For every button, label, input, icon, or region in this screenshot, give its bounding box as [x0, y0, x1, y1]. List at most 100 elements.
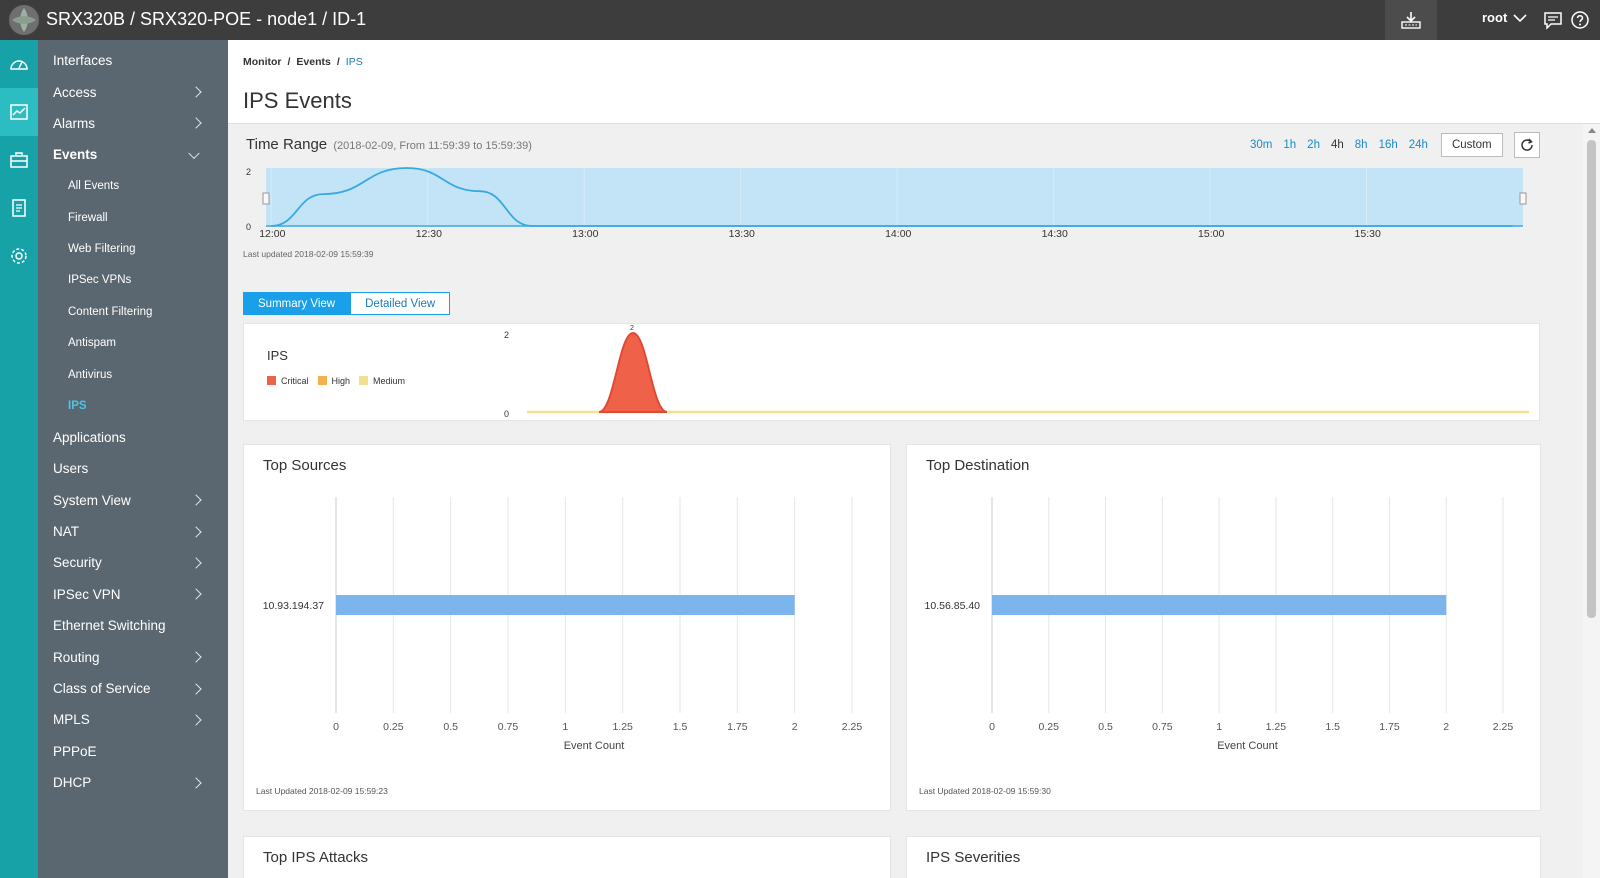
x-tick-label: 0.25: [1039, 721, 1060, 733]
x-tick-label: 0.5: [1098, 721, 1113, 733]
sidebar-item-events[interactable]: Events: [38, 139, 228, 170]
top-sources-card: Top Sources 0 0.25 0.5 0.75 1 1.25 1.5 1.75 2 2.2…: [243, 444, 891, 811]
sidebar-item-label: Alarms: [53, 115, 96, 131]
sidebar-item-label: Antivirus: [68, 368, 113, 381]
breadcrumb: Monitor / Events / IPS: [243, 56, 363, 68]
sidebar-subitem-antivirus[interactable]: Antivirus: [38, 359, 228, 390]
sidebar-item-routing[interactable]: Routing: [38, 641, 228, 672]
x-tick-label: 12:00: [259, 228, 285, 240]
summary-view-button[interactable]: Summary View: [243, 292, 351, 315]
legend-critical[interactable]: Critical: [267, 376, 309, 386]
rail-dashboard[interactable]: [0, 40, 38, 88]
view-toggle: Summary View Detailed View: [243, 292, 451, 315]
x-tick-label: 1.75: [1379, 721, 1400, 733]
refresh-icon: [1520, 138, 1533, 151]
sidebar-item-class-of-service[interactable]: Class of Service: [38, 673, 228, 704]
sidebar-item-security[interactable]: Security: [38, 547, 228, 578]
main-content: Monitor / Events / IPS IPS Events Time R…: [228, 40, 1600, 878]
page-title: IPS Events: [243, 88, 352, 113]
sidebar-item-label: Class of Service: [53, 681, 151, 696]
range-30m[interactable]: 30m: [1250, 139, 1273, 151]
main-scrollbar[interactable]: [1583, 124, 1600, 878]
sidebar-item-label: Antispam: [68, 337, 116, 350]
chevron-right-icon: [190, 494, 202, 506]
sidebar-subitem-antispam[interactable]: Antispam: [38, 328, 228, 359]
range-16h[interactable]: 16h: [1378, 139, 1398, 151]
rail-settings[interactable]: [0, 232, 38, 280]
range-4h[interactable]: 4h: [1330, 139, 1344, 151]
custom-range-button[interactable]: Custom: [1440, 133, 1503, 157]
sidebar-item-pppoe[interactable]: PPPoE: [38, 736, 228, 767]
sidebar-item-mpls[interactable]: MPLS: [38, 704, 228, 735]
top-sources-chart: 0 0.25 0.5 0.75 1 1.25 1.5 1.75 2 2.25 10.93.194.3…: [263, 497, 863, 752]
x-tick-label: 12:30: [416, 228, 442, 240]
download-icon: [1401, 12, 1421, 29]
rail-monitor[interactable]: [0, 88, 38, 136]
x-tick-label: 2: [1443, 721, 1449, 733]
sidebar-item-nat[interactable]: NAT: [38, 516, 228, 547]
sidebar-subitem-content-filtering[interactable]: Content Filtering: [38, 296, 228, 327]
legend-label: Medium: [373, 376, 406, 386]
dashboard-icon: [10, 60, 28, 70]
sidebar-item-label: NAT: [53, 524, 79, 540]
scroll-thumb[interactable]: [1587, 140, 1596, 618]
sidebar-item-applications[interactable]: Applications: [38, 422, 228, 453]
x-tick-label: 2: [792, 721, 798, 733]
sidebar-subitem-firewall[interactable]: Firewall: [38, 202, 228, 233]
legend-high[interactable]: High: [317, 376, 350, 386]
user-menu[interactable]: root: [1482, 10, 1527, 25]
x-tick-label: 1.25: [612, 721, 633, 733]
sidebar-item-interfaces[interactable]: Interfaces: [38, 45, 228, 76]
rail-reports[interactable]: [0, 184, 38, 232]
rail-configure[interactable]: [0, 136, 38, 184]
sidebar-item-system-view[interactable]: System View: [38, 484, 228, 515]
detailed-view-button[interactable]: Detailed View: [350, 292, 451, 315]
sidebar-item-label: Content Filtering: [68, 305, 153, 318]
sidebar-item-ethernet-switching[interactable]: Ethernet Switching: [38, 610, 228, 641]
sidebar-subitem-all-events[interactable]: All Events: [38, 171, 228, 202]
sidebar-item-label: Firewall: [68, 211, 108, 224]
sidebar-item-dhcp[interactable]: DHCP: [38, 767, 228, 798]
sidebar-subitem-web-filtering[interactable]: Web Filtering: [38, 233, 228, 264]
sidebar-item-label: PPPoE: [53, 743, 97, 759]
x-tick-label: 13:00: [572, 228, 598, 240]
x-tick-label: 1.5: [673, 721, 688, 733]
sidebar-item-label: IPSec VPNs: [68, 274, 132, 287]
user-name: root: [1482, 10, 1508, 25]
sidebar-subitem-ips[interactable]: IPS: [38, 390, 228, 421]
x-tick-label: 2.25: [842, 721, 863, 733]
x-tick-label: 1: [562, 721, 568, 733]
configure-icon: [10, 152, 28, 168]
legend-medium[interactable]: Medium: [359, 376, 405, 386]
x-tick-label: 14:30: [1042, 228, 1068, 240]
chevron-right-icon: [190, 651, 202, 663]
sidebar-item-label: Users: [53, 461, 89, 477]
time-range-options: 30m 1h 2h 4h 8h 16h 24h Custom: [1250, 132, 1540, 158]
reports-icon: [12, 199, 26, 217]
range-8h[interactable]: 8h: [1354, 139, 1368, 151]
download-button[interactable]: [1385, 0, 1437, 40]
messages-button[interactable]: [1541, 8, 1565, 32]
critical-series-peak: [598, 331, 668, 413]
ips-severities-title: IPS Severities: [926, 849, 1021, 866]
breadcrumb-monitor[interactable]: Monitor: [243, 56, 282, 68]
help-button[interactable]: [1568, 8, 1592, 32]
scroll-up-icon[interactable]: [1588, 128, 1596, 133]
sidebar-item-ipsec-vpn[interactable]: IPSec VPN: [38, 579, 228, 610]
sidebar-item-users[interactable]: Users: [38, 453, 228, 484]
top-destination-title: Top Destination: [926, 457, 1030, 474]
sidebar-subitem-ipsec-vpns[interactable]: IPSec VPNs: [38, 265, 228, 296]
range-1h[interactable]: 1h: [1283, 139, 1297, 151]
refresh-button[interactable]: [1513, 132, 1540, 158]
x-tick-label: 15:00: [1198, 228, 1224, 240]
sidebar-item-access[interactable]: Access: [38, 76, 228, 107]
top-ips-attacks-card: Top IPS Attacks: [243, 836, 891, 878]
range-2h[interactable]: 2h: [1307, 139, 1320, 151]
range-24h[interactable]: 24h: [1408, 139, 1428, 151]
range-handle-right: [1519, 192, 1527, 205]
chevron-right-icon: [190, 682, 202, 695]
sidebar-item-alarms[interactable]: Alarms: [38, 108, 228, 139]
sidebar-item-label: System View: [53, 492, 131, 508]
timeline-chart[interactable]: 12:00 12:30 13:00 13:30 14:00 14:30 15:00 15:30…: [238, 164, 1548, 244]
breadcrumb-events[interactable]: Events: [296, 56, 331, 68]
